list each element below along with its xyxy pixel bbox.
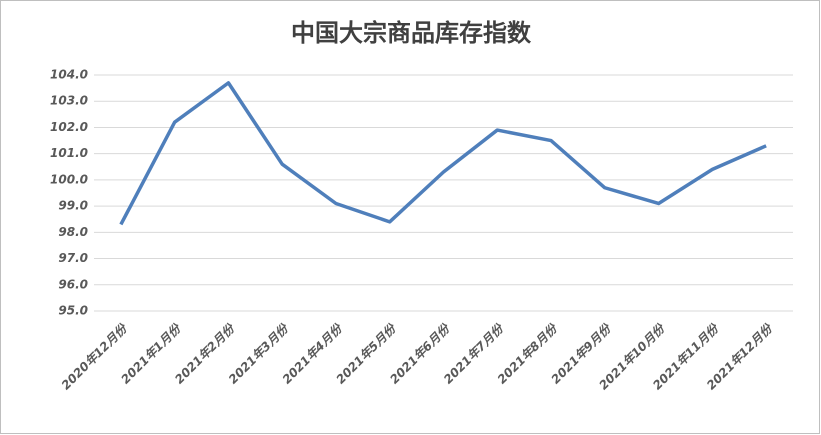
- y-tick-label: 102.0: [50, 120, 88, 134]
- chart-title: 中国大宗商品库存指数: [291, 19, 532, 47]
- y-tick-label: 100.0: [50, 172, 88, 186]
- y-tick-label: 97.0: [58, 251, 88, 265]
- y-tick-label: 104.0: [50, 68, 88, 82]
- y-tick-label: 96.0: [58, 277, 88, 291]
- y-tick-label: 98.0: [58, 225, 88, 239]
- y-tick-label: 101.0: [50, 146, 88, 160]
- y-tick-label: 95.0: [58, 304, 88, 318]
- y-tick-label: 99.0: [58, 199, 88, 213]
- y-tick-label: 103.0: [50, 94, 88, 108]
- data-line: [119, 81, 767, 226]
